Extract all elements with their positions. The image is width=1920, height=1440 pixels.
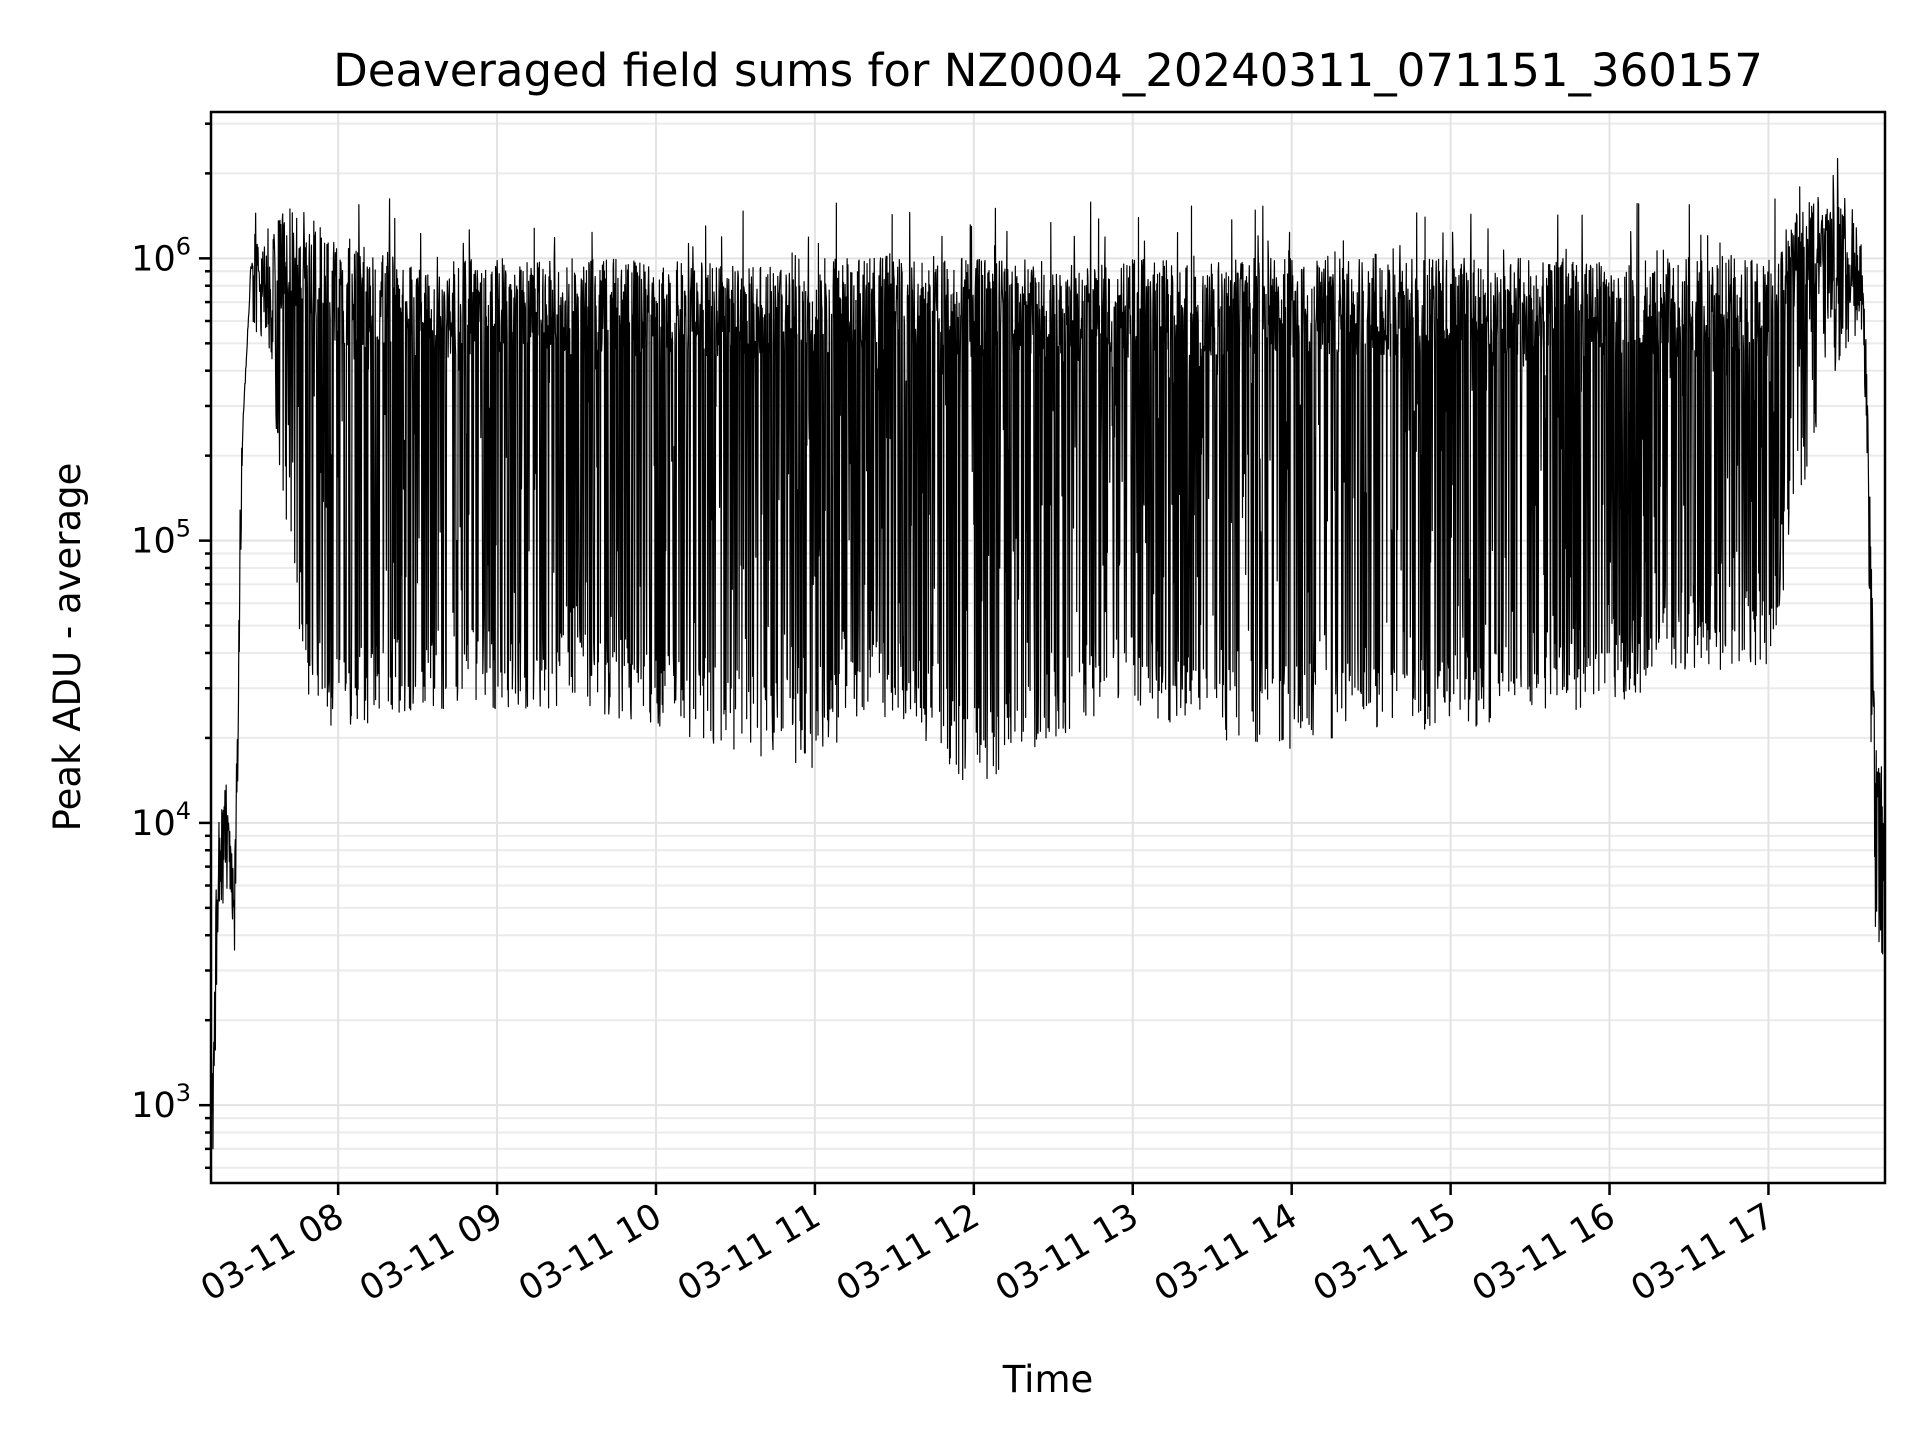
y-tick-label: 104 [131, 797, 191, 844]
x-tick-label: 03-11 15 [1307, 1196, 1463, 1309]
x-tick-label: 03-11 08 [194, 1196, 350, 1309]
plot-frame [209, 110, 1887, 1185]
x-tick-label: 03-11 09 [353, 1196, 509, 1309]
y-tick-label: 106 [131, 232, 191, 279]
x-tick-label: 03-11 14 [1148, 1196, 1304, 1309]
x-tick-label: 03-11 13 [989, 1196, 1145, 1309]
x-tick-label: 03-11 10 [512, 1196, 668, 1309]
y-tick-label: 103 [131, 1079, 191, 1126]
x-tick-label: 03-11 11 [671, 1196, 827, 1309]
x-tick-label: 03-11 12 [830, 1196, 986, 1309]
y-tick-label: 105 [131, 515, 191, 562]
y-axis-label: Peak ADU - average [46, 463, 89, 832]
x-tick-label: 03-11 17 [1625, 1196, 1781, 1309]
chart-title: Deaveraged field sums for NZ0004_2024031… [333, 44, 1763, 97]
series-line [210, 157, 1886, 1150]
x-axis-label: Time [1002, 1358, 1094, 1401]
series-layer [210, 157, 1886, 1150]
x-axis: 03-11 08 03-11 09 03-11 10 03-11 11 03-11 12… [194, 1183, 1781, 1309]
x-tick-label: 03-11 16 [1466, 1196, 1622, 1309]
y-axis: 103 104 105 106 [131, 122, 211, 1170]
